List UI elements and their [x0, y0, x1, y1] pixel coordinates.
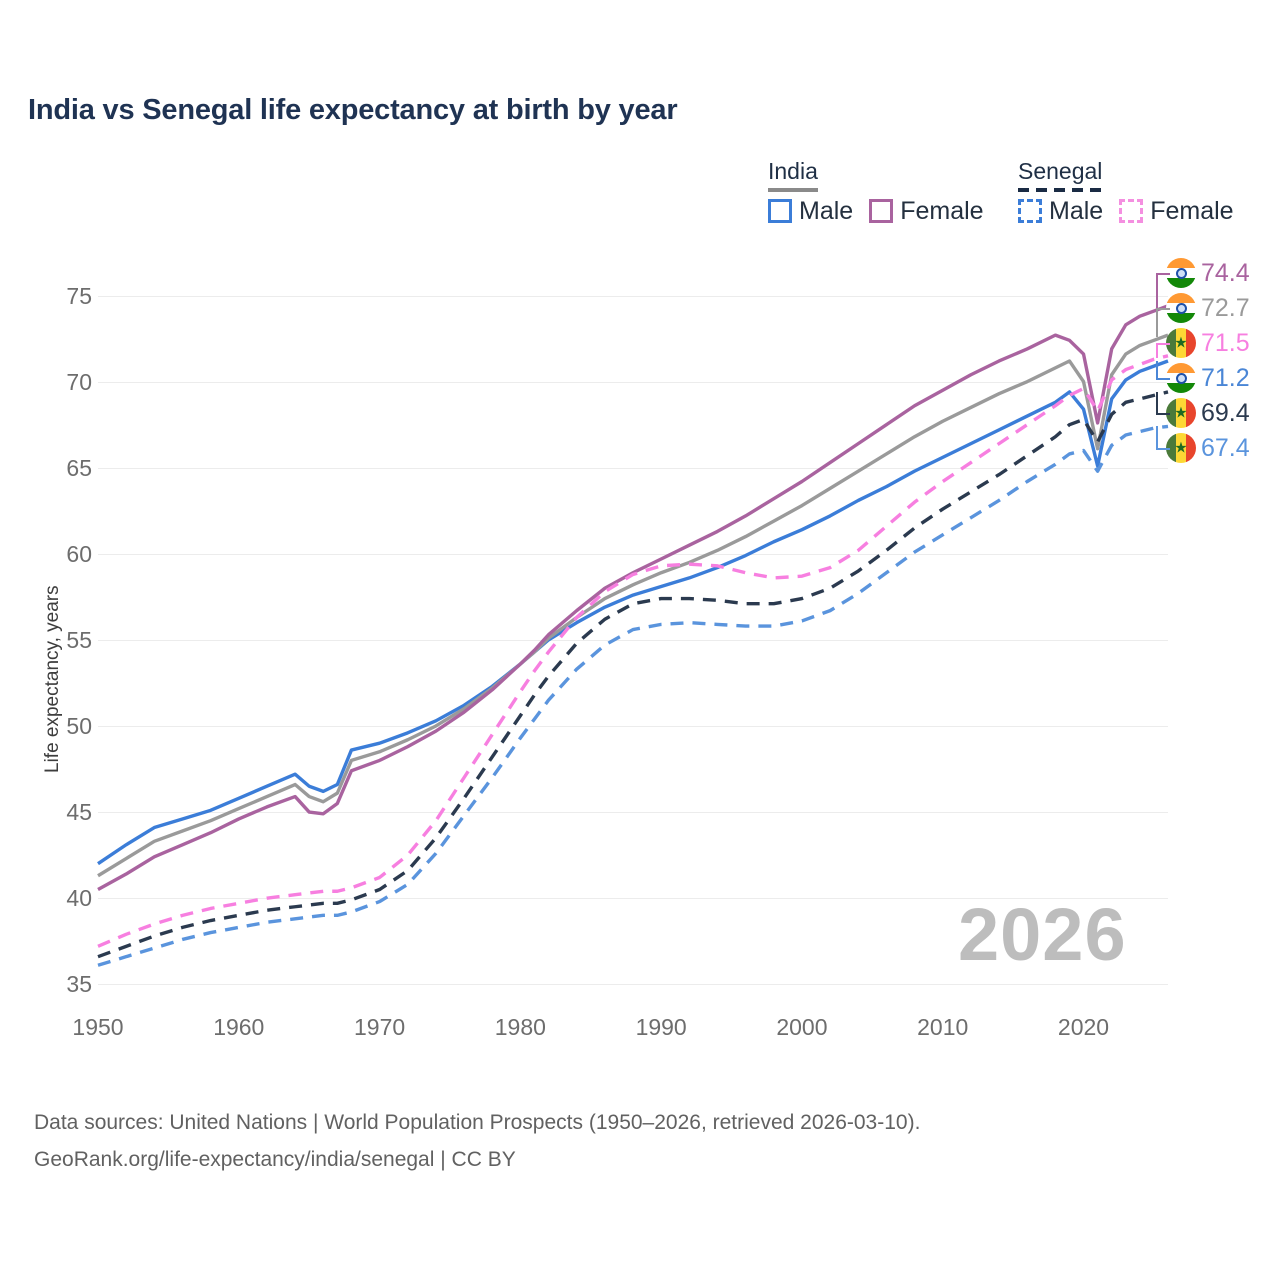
- footer-line-attribution[interactable]: GeoRank.org/life-expectancy/india/senega…: [34, 1148, 516, 1171]
- end-label-connector: [1156, 343, 1170, 358]
- legend-group-senegal: Senegal: [1018, 158, 1103, 192]
- y-axis-tick-label: 55: [66, 626, 92, 653]
- gridline: [98, 381, 1168, 383]
- series-end-value: 74.4: [1201, 259, 1250, 287]
- legend-item-senegal-female[interactable]: Female: [1119, 197, 1234, 225]
- gridline: [98, 467, 1168, 469]
- legend-rule-senegal: [1018, 188, 1103, 192]
- y-axis-tick-label: 60: [66, 540, 92, 567]
- end-label-connector: [1156, 273, 1170, 308]
- legend-swatch-icon-india-male: [768, 199, 792, 223]
- legend-item-senegal-male[interactable]: Male: [1018, 198, 1103, 224]
- end-label-connector: [1156, 360, 1170, 380]
- senegal-flag-icon: [1166, 433, 1196, 463]
- series-end-value: 72.7: [1201, 294, 1250, 322]
- legend-rule-india: [768, 188, 818, 192]
- x-axis-tick-label: 2020: [1057, 1014, 1110, 1040]
- chart-plot-area: 35 40 45 50 55 60 65 70 75 1950 1960 1970 1980 1990 2…: [42, 268, 1169, 1040]
- series-end-label: 72.7: [1166, 293, 1250, 323]
- gridline: [98, 812, 1168, 814]
- legend-items-senegal: Male Female: [1018, 198, 1234, 224]
- india-flag-icon: [1166, 363, 1196, 393]
- series-end-label: 71.5: [1166, 328, 1250, 358]
- legend-item-india-male[interactable]: Male: [768, 198, 853, 224]
- y-axis-tick-label: 45: [66, 799, 92, 826]
- india-flag-icon: [1166, 293, 1196, 323]
- gridline: [98, 295, 1168, 297]
- series-end-value: 71.2: [1201, 364, 1250, 392]
- y-axis-tick-label: 50: [66, 712, 92, 739]
- series-line: [97, 359, 1169, 866]
- legend-swatch-icon-senegal-female: [1119, 199, 1144, 223]
- chart-footer: Data sources: United Nations | World Pop…: [34, 1104, 920, 1178]
- series-line: [97, 304, 1169, 892]
- series-line: [97, 354, 1169, 948]
- gridline: [98, 639, 1168, 641]
- x-axis-tick-label: 1990: [635, 1014, 687, 1040]
- gridline: [98, 553, 1168, 555]
- senegal-flag-icon: [1166, 398, 1196, 428]
- legend-item-india-female[interactable]: Female: [869, 197, 984, 225]
- y-axis-tick-label: 40: [66, 885, 92, 912]
- series-end-label: 69.4: [1166, 398, 1250, 428]
- legend-items-india: Male Female: [768, 198, 984, 224]
- y-axis-tick-label: 35: [66, 971, 92, 998]
- page-title: India vs Senegal life expectancy at birt…: [28, 94, 678, 126]
- series-end-value: 67.4: [1201, 434, 1250, 462]
- series-end-value: 69.4: [1201, 399, 1250, 427]
- chart-series-lines: [97, 304, 1169, 967]
- x-axis-tick-label: 1960: [213, 1014, 265, 1040]
- footer-line-sources: Data sources: United Nations | World Pop…: [34, 1111, 921, 1134]
- series-line: [97, 424, 1169, 967]
- legend-swatch-icon-india-female: [869, 199, 894, 223]
- year-watermark: 2026: [958, 893, 1127, 976]
- y-axis-tick-label: 70: [66, 368, 92, 395]
- india-flag-icon: [1166, 258, 1196, 288]
- chart-legend: India Senegal Male Female Male: [760, 158, 1260, 238]
- series-end-label: 74.4: [1166, 258, 1250, 288]
- x-axis-tick-label: 2000: [776, 1014, 828, 1040]
- gridline: [98, 984, 1168, 986]
- x-axis-tick-label: 2010: [917, 1014, 969, 1040]
- legend-group-india: India: [768, 158, 818, 192]
- end-label-connector: [1156, 391, 1170, 415]
- series-end-value: 71.5: [1201, 329, 1250, 357]
- gridline: [98, 725, 1168, 727]
- x-axis-tick-label: 1950: [72, 1014, 124, 1040]
- series-line: [97, 333, 1169, 878]
- legend-label-india-female: Female: [900, 197, 984, 225]
- series-end-labels: 74.4 72.7 71.5 71.2 69.4 67.4: [1156, 258, 1280, 488]
- x-axis-tick-label: 1980: [494, 1014, 546, 1040]
- legend-country-senegal: Senegal: [1018, 158, 1103, 184]
- legend-label-india-male: Male: [799, 197, 854, 225]
- y-axis-title: Life expectancy, years: [42, 585, 63, 773]
- end-label-connector: [1156, 308, 1170, 338]
- series-line: [97, 390, 1169, 959]
- senegal-flag-icon: [1166, 328, 1196, 358]
- series-end-label: 67.4: [1166, 433, 1250, 463]
- legend-label-senegal-female: Female: [1150, 197, 1234, 225]
- legend-country-india: India: [768, 158, 818, 184]
- legend-swatch-icon-senegal-male: [1018, 199, 1042, 223]
- y-axis-tick-label: 75: [66, 282, 92, 309]
- series-end-label: 71.2: [1166, 363, 1250, 393]
- end-label-connector: [1156, 426, 1170, 450]
- legend-label-senegal-male: Male: [1049, 197, 1104, 225]
- gridline: [98, 898, 1168, 900]
- y-axis-tick-label: 65: [66, 454, 92, 481]
- x-axis-tick-label: 1970: [353, 1014, 406, 1040]
